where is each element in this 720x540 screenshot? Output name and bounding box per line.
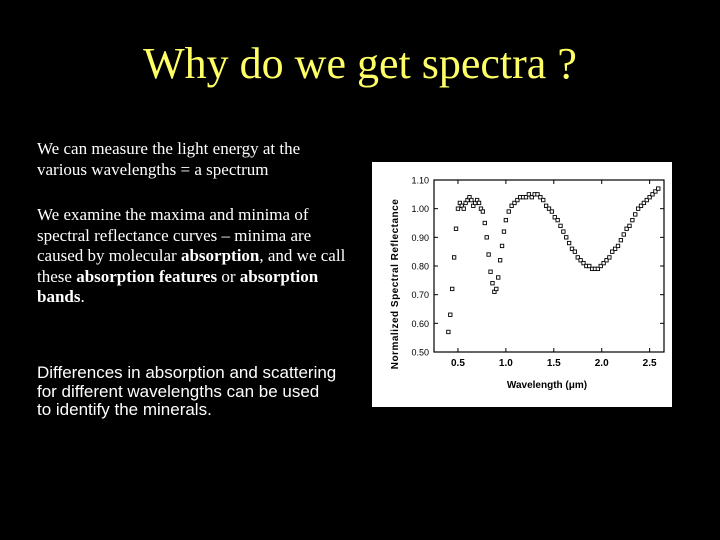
- x-axis-label: Wavelength (μm): [507, 380, 587, 391]
- data-point: [552, 215, 557, 220]
- data-point: [595, 266, 601, 272]
- x-tick-label: 0.5: [451, 358, 465, 369]
- data-point: [635, 206, 641, 211]
- data-point: [598, 263, 603, 269]
- data-point: [624, 226, 629, 231]
- data-point: [572, 249, 578, 254]
- y-tick-label: 1.00: [411, 204, 429, 214]
- p2-text-4: .: [80, 287, 85, 306]
- data-point: [610, 249, 615, 254]
- p2-text-3: or: [217, 266, 240, 286]
- data-point: [499, 243, 505, 249]
- data-point: [558, 223, 563, 229]
- data-point: [538, 195, 543, 200]
- y-tick-label: 0.60: [411, 319, 429, 329]
- y-tick-label: 1.10: [411, 176, 429, 186]
- data-point: [653, 189, 658, 194]
- data-point: [587, 263, 592, 269]
- x-tick-label: 1.5: [547, 358, 561, 369]
- y-tick-label: 0.70: [411, 290, 429, 300]
- data-point: [476, 200, 482, 206]
- data-point: [549, 209, 555, 214]
- data-point: [469, 197, 474, 203]
- y-tick-label: 0.80: [411, 262, 429, 272]
- p2-text-1: We examine the maxima and minima of spec…: [37, 205, 312, 265]
- data-point: [509, 203, 514, 208]
- data-point: [448, 312, 453, 317]
- y-tick-label: 0.50: [411, 348, 429, 358]
- data-point: [650, 192, 655, 197]
- data-point: [644, 197, 649, 203]
- data-point: [494, 286, 499, 292]
- data-point: [455, 206, 461, 211]
- data-point: [496, 275, 501, 280]
- data-point: [612, 246, 618, 251]
- data-point: [638, 203, 644, 208]
- data-point: [604, 258, 609, 263]
- y-axis-label: Normalized Spectral Reflectance: [390, 199, 401, 370]
- data-point: [618, 238, 624, 243]
- data-point: [647, 195, 652, 200]
- term-absorption-bands: absorption bands: [37, 266, 319, 307]
- data-point: [453, 226, 459, 231]
- slide-title: Why do we get spectra ?: [143, 39, 577, 88]
- data-point: [488, 269, 493, 274]
- data-point: [543, 203, 549, 208]
- data-point: [506, 209, 511, 214]
- data-point: [451, 255, 457, 260]
- data-point: [633, 212, 638, 217]
- data-point: [535, 192, 540, 197]
- term-absorption-features: absorption features: [76, 266, 218, 286]
- p2-text-2: , and we call these: [37, 246, 346, 286]
- data-point: [601, 260, 606, 266]
- data-point: [484, 235, 489, 240]
- data-point: [490, 281, 495, 286]
- paragraph-minerals: Differences in absorption and scattering…: [37, 363, 337, 419]
- data-point: [486, 252, 491, 257]
- data-point: [561, 229, 566, 234]
- data-point: [541, 197, 546, 203]
- data-point: [501, 229, 507, 234]
- data-point: [607, 255, 612, 260]
- data-point: [546, 206, 552, 211]
- data-point: [627, 223, 632, 229]
- x-tick-label: 1.0: [499, 358, 513, 369]
- data-point: [566, 240, 572, 246]
- data-point: [526, 192, 532, 197]
- data-point: [615, 243, 621, 249]
- plot-frame: [433, 179, 665, 353]
- data-point: [523, 195, 529, 200]
- data-point: [630, 217, 635, 223]
- paragraph-spectrum: We can measure the light energy at the v…: [37, 139, 301, 179]
- reflectance-chart: 0.50 0.60 0.70 0.80 0.90 1.00 1.10 0.5 1.0 1.5 2.0…: [372, 162, 672, 407]
- data-point: [461, 206, 466, 211]
- data-point: [564, 235, 569, 240]
- data-point: [641, 200, 647, 206]
- data-point: [569, 246, 575, 251]
- data-point: [578, 258, 583, 263]
- x-tick-label: 2.5: [643, 358, 657, 369]
- data-point: [515, 197, 520, 203]
- data-point: [555, 217, 560, 223]
- data-point: [581, 260, 586, 266]
- data-point: [450, 286, 455, 292]
- data-point: [656, 186, 661, 191]
- term-absorption: absorption: [180, 246, 260, 265]
- data-point: [512, 200, 517, 206]
- paragraph-absorption: We examine the maxima and minima of spec…: [37, 205, 352, 308]
- data-point: [621, 232, 626, 237]
- data-point: [446, 329, 451, 335]
- data-point: [482, 220, 487, 226]
- x-tick-label: 2.0: [595, 358, 609, 369]
- data-point: [497, 258, 503, 263]
- y-tick-label: 0.90: [411, 233, 429, 243]
- data-point: [575, 255, 580, 260]
- data-point: [503, 217, 509, 223]
- data-point: [529, 195, 534, 200]
- reflectance-chart-svg: 0.50 0.60 0.70 0.80 0.90 1.00 1.10 0.5 1.0 1.5 2.0…: [390, 176, 665, 391]
- data-point: [480, 209, 486, 214]
